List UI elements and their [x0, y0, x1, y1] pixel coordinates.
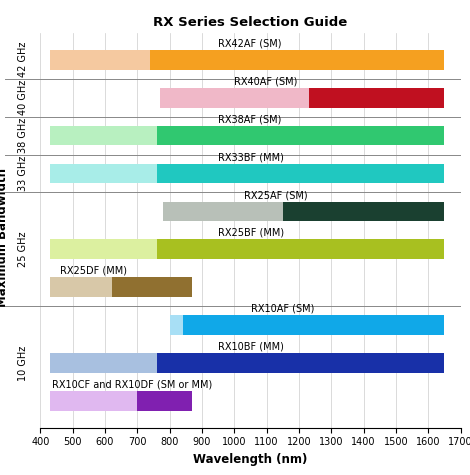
- Bar: [170, 315, 183, 335]
- Text: RX25BF (MM): RX25BF (MM): [218, 228, 284, 238]
- Bar: [50, 50, 150, 70]
- Bar: [50, 239, 157, 259]
- Bar: [137, 391, 192, 411]
- Bar: [111, 277, 192, 297]
- Text: 38 GHz: 38 GHz: [17, 118, 28, 153]
- Bar: [157, 239, 445, 259]
- Text: 25 GHz: 25 GHz: [17, 232, 28, 267]
- Bar: [183, 315, 445, 335]
- Text: RX38AF (SM): RX38AF (SM): [218, 114, 282, 124]
- Bar: [50, 164, 157, 183]
- X-axis label: Wavelength (nm): Wavelength (nm): [193, 453, 308, 466]
- Text: 33 GHz: 33 GHz: [17, 156, 28, 191]
- Bar: [50, 353, 157, 373]
- Bar: [157, 126, 445, 145]
- Bar: [157, 353, 445, 373]
- Text: 10 GHz: 10 GHz: [17, 345, 28, 380]
- Bar: [50, 391, 137, 411]
- Text: 42 GHz: 42 GHz: [17, 42, 28, 77]
- Bar: [157, 164, 445, 183]
- Title: RX Series Selection Guide: RX Series Selection Guide: [153, 16, 348, 29]
- Text: Maximum Bandwidth: Maximum Bandwidth: [0, 168, 9, 307]
- Bar: [160, 88, 309, 107]
- Text: RX42AF (SM): RX42AF (SM): [218, 38, 282, 48]
- Text: RX10AF (SM): RX10AF (SM): [251, 304, 314, 314]
- Text: RX25AF (SM): RX25AF (SM): [244, 190, 308, 200]
- Bar: [283, 201, 445, 221]
- Text: RX33BF (MM): RX33BF (MM): [218, 152, 284, 162]
- Text: RX10CF and RX10DF (SM or MM): RX10CF and RX10DF (SM or MM): [52, 380, 212, 390]
- Text: RX10BF (MM): RX10BF (MM): [218, 342, 284, 352]
- Bar: [50, 277, 111, 297]
- Bar: [163, 201, 283, 221]
- Text: 40 GHz: 40 GHz: [17, 80, 28, 115]
- Text: RX25DF (MM): RX25DF (MM): [60, 266, 127, 276]
- Text: RX40AF (SM): RX40AF (SM): [235, 76, 298, 86]
- Bar: [150, 50, 445, 70]
- Bar: [50, 126, 157, 145]
- Bar: [309, 88, 445, 107]
